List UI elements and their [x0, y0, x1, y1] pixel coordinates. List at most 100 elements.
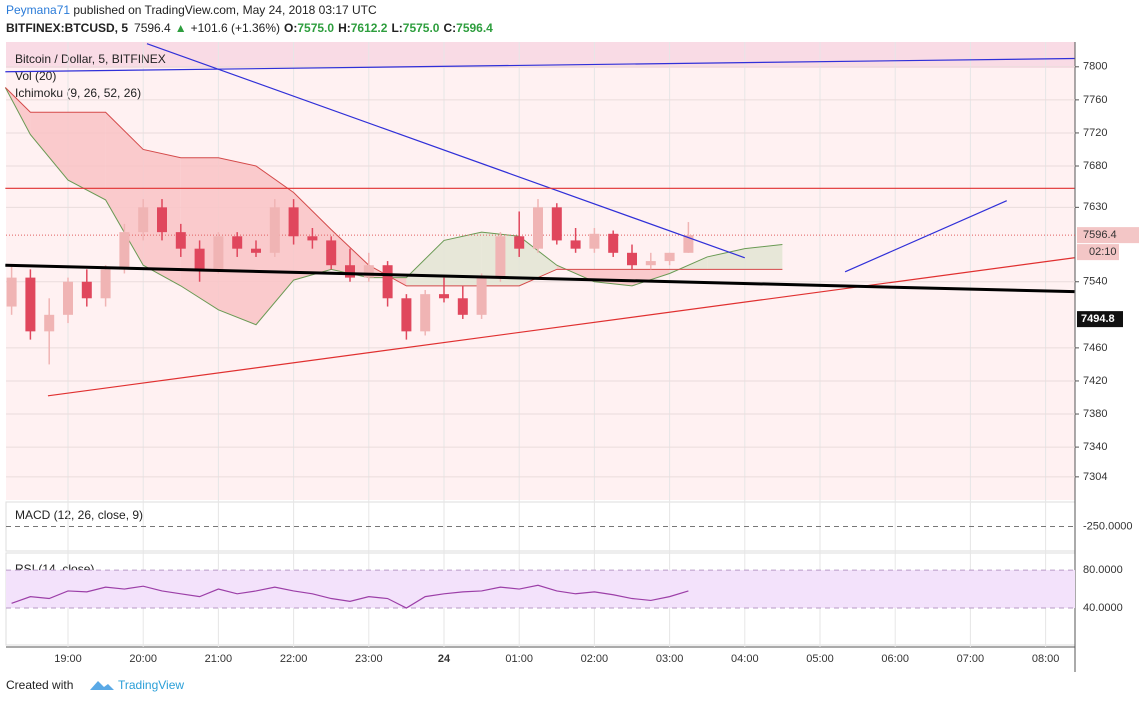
candle-body [420, 294, 431, 332]
change: +101.6 (+1.36%) [191, 21, 280, 35]
candle-body [570, 240, 581, 249]
rsi-tick-label: 80.0000 [1083, 564, 1123, 576]
ohlc-key: L: [391, 21, 402, 35]
cloud-segment [744, 244, 783, 270]
candle-body [138, 207, 149, 233]
candle-body [664, 252, 675, 262]
candle-body [683, 235, 694, 253]
candle-body [307, 236, 318, 241]
last-price-label: 7596.4 [1083, 229, 1117, 241]
legend-symbol: Bitcoin / Dollar, 5, BITFINEX [15, 52, 166, 66]
top-band [6, 42, 1075, 68]
candle-body [232, 236, 243, 249]
x-tick-label: 24 [438, 653, 451, 665]
trend-line [844, 200, 1007, 273]
trend-line [5, 57, 1075, 73]
x-tick-label: 07:00 [957, 653, 985, 665]
ohlc: O:7575.0 H:7612.2 L:7575.0 C:7596.4 [284, 21, 493, 35]
candle-body [551, 207, 562, 241]
y-tick-label: 7540 [1083, 276, 1107, 288]
y-tick-label: 7800 [1083, 61, 1107, 73]
author[interactable]: Peymana71 [6, 3, 70, 17]
candle-body [589, 233, 600, 249]
candle-body [157, 207, 167, 233]
candle-body [288, 207, 299, 237]
x-tick-label: 02:00 [581, 653, 609, 665]
candle-body [251, 248, 261, 253]
candle-body [476, 277, 487, 315]
footer-brand[interactable]: TradingView [118, 678, 184, 692]
ohlc-val: 7575.0 [297, 21, 334, 35]
ohlc-val: 7612.2 [351, 21, 388, 35]
candle-body [495, 236, 506, 278]
y-tick-label: 7380 [1083, 408, 1107, 420]
x-tick-label: 23:00 [355, 653, 383, 665]
y-tick-label: 7460 [1083, 342, 1107, 354]
candle-body [645, 261, 656, 266]
macd-tick-label: -250.0000 [1083, 520, 1133, 532]
candle-body [25, 277, 36, 332]
ohlc-val: 7575.0 [403, 21, 440, 35]
tv-logo[interactable] [90, 681, 114, 690]
footer-created: Created with [6, 678, 73, 692]
candle-body [100, 269, 111, 299]
ohlc-val: 7596.4 [456, 21, 493, 35]
trend-line [146, 43, 746, 259]
y-tick-label: 7340 [1083, 441, 1107, 453]
candle-body [119, 232, 130, 270]
x-tick-label: 04:00 [731, 653, 759, 665]
candle-body [194, 248, 205, 270]
x-tick-label: 03:00 [656, 653, 684, 665]
ohlc-key: O: [284, 21, 297, 35]
y-tick-label: 7420 [1083, 375, 1107, 387]
rsi-line [11, 584, 689, 609]
x-tick-label: 08:00 [1032, 653, 1060, 665]
cloud-segment [68, 112, 106, 200]
x-tick-label: 06:00 [881, 653, 909, 665]
y-tick-label: 7680 [1083, 160, 1107, 172]
symbol-line: BITFINEX:BTCUSD, 5 7596.4 ▲ +101.6 (+1.36%)… [6, 21, 493, 35]
x-tick-label: 05:00 [806, 653, 834, 665]
y-tick-label: 7760 [1083, 94, 1107, 106]
cloud-segment [180, 157, 219, 310]
rsi-band [6, 570, 1075, 609]
marker-label: 7494.8 [1081, 313, 1115, 325]
x-tick-label: 21:00 [205, 653, 233, 665]
cloud-segment [519, 236, 557, 286]
published: published on TradingView.com, May 24, 20… [70, 3, 377, 17]
cloud-segment [444, 232, 482, 286]
candle-body [6, 277, 17, 307]
macd-title: MACD (12, 26, close, 9) [15, 508, 143, 522]
candle-body [345, 265, 355, 278]
candle-body [627, 252, 637, 266]
candle-body [439, 294, 449, 299]
x-tick-label: 20:00 [129, 653, 157, 665]
last-price-tag [1077, 227, 1139, 244]
rsi-tick-label: 40.0000 [1083, 602, 1123, 614]
symbol: BITFINEX:BTCUSD, 5 [6, 21, 128, 35]
y-tick-label: 7630 [1083, 201, 1107, 213]
candle-body [175, 232, 186, 249]
candle-body [81, 281, 92, 299]
legend-vol: Vol (20) [15, 69, 56, 83]
candle-body [63, 281, 73, 315]
header-line: Peymana71 published on TradingView.com, … [6, 3, 377, 17]
cloud-segment [30, 112, 68, 181]
countdown-tag [1077, 244, 1119, 261]
candle-body [44, 314, 55, 332]
countdown-label: 02:10 [1089, 246, 1117, 258]
y-tick-label: 7720 [1083, 127, 1107, 139]
ohlc-key: C: [443, 21, 456, 35]
candle-body [457, 298, 468, 315]
legend-ichimoku: Ichimoku (9, 26, 52, 26) [15, 86, 141, 100]
x-tick-label: 01:00 [505, 653, 533, 665]
price: 7596.4 [134, 21, 171, 35]
candle-body [382, 265, 393, 299]
x-tick-label: 19:00 [54, 653, 82, 665]
candle-body [269, 207, 280, 253]
candle-body [363, 265, 374, 278]
candle-body [514, 236, 525, 249]
candle-body [533, 207, 543, 249]
candle-body [326, 240, 337, 266]
